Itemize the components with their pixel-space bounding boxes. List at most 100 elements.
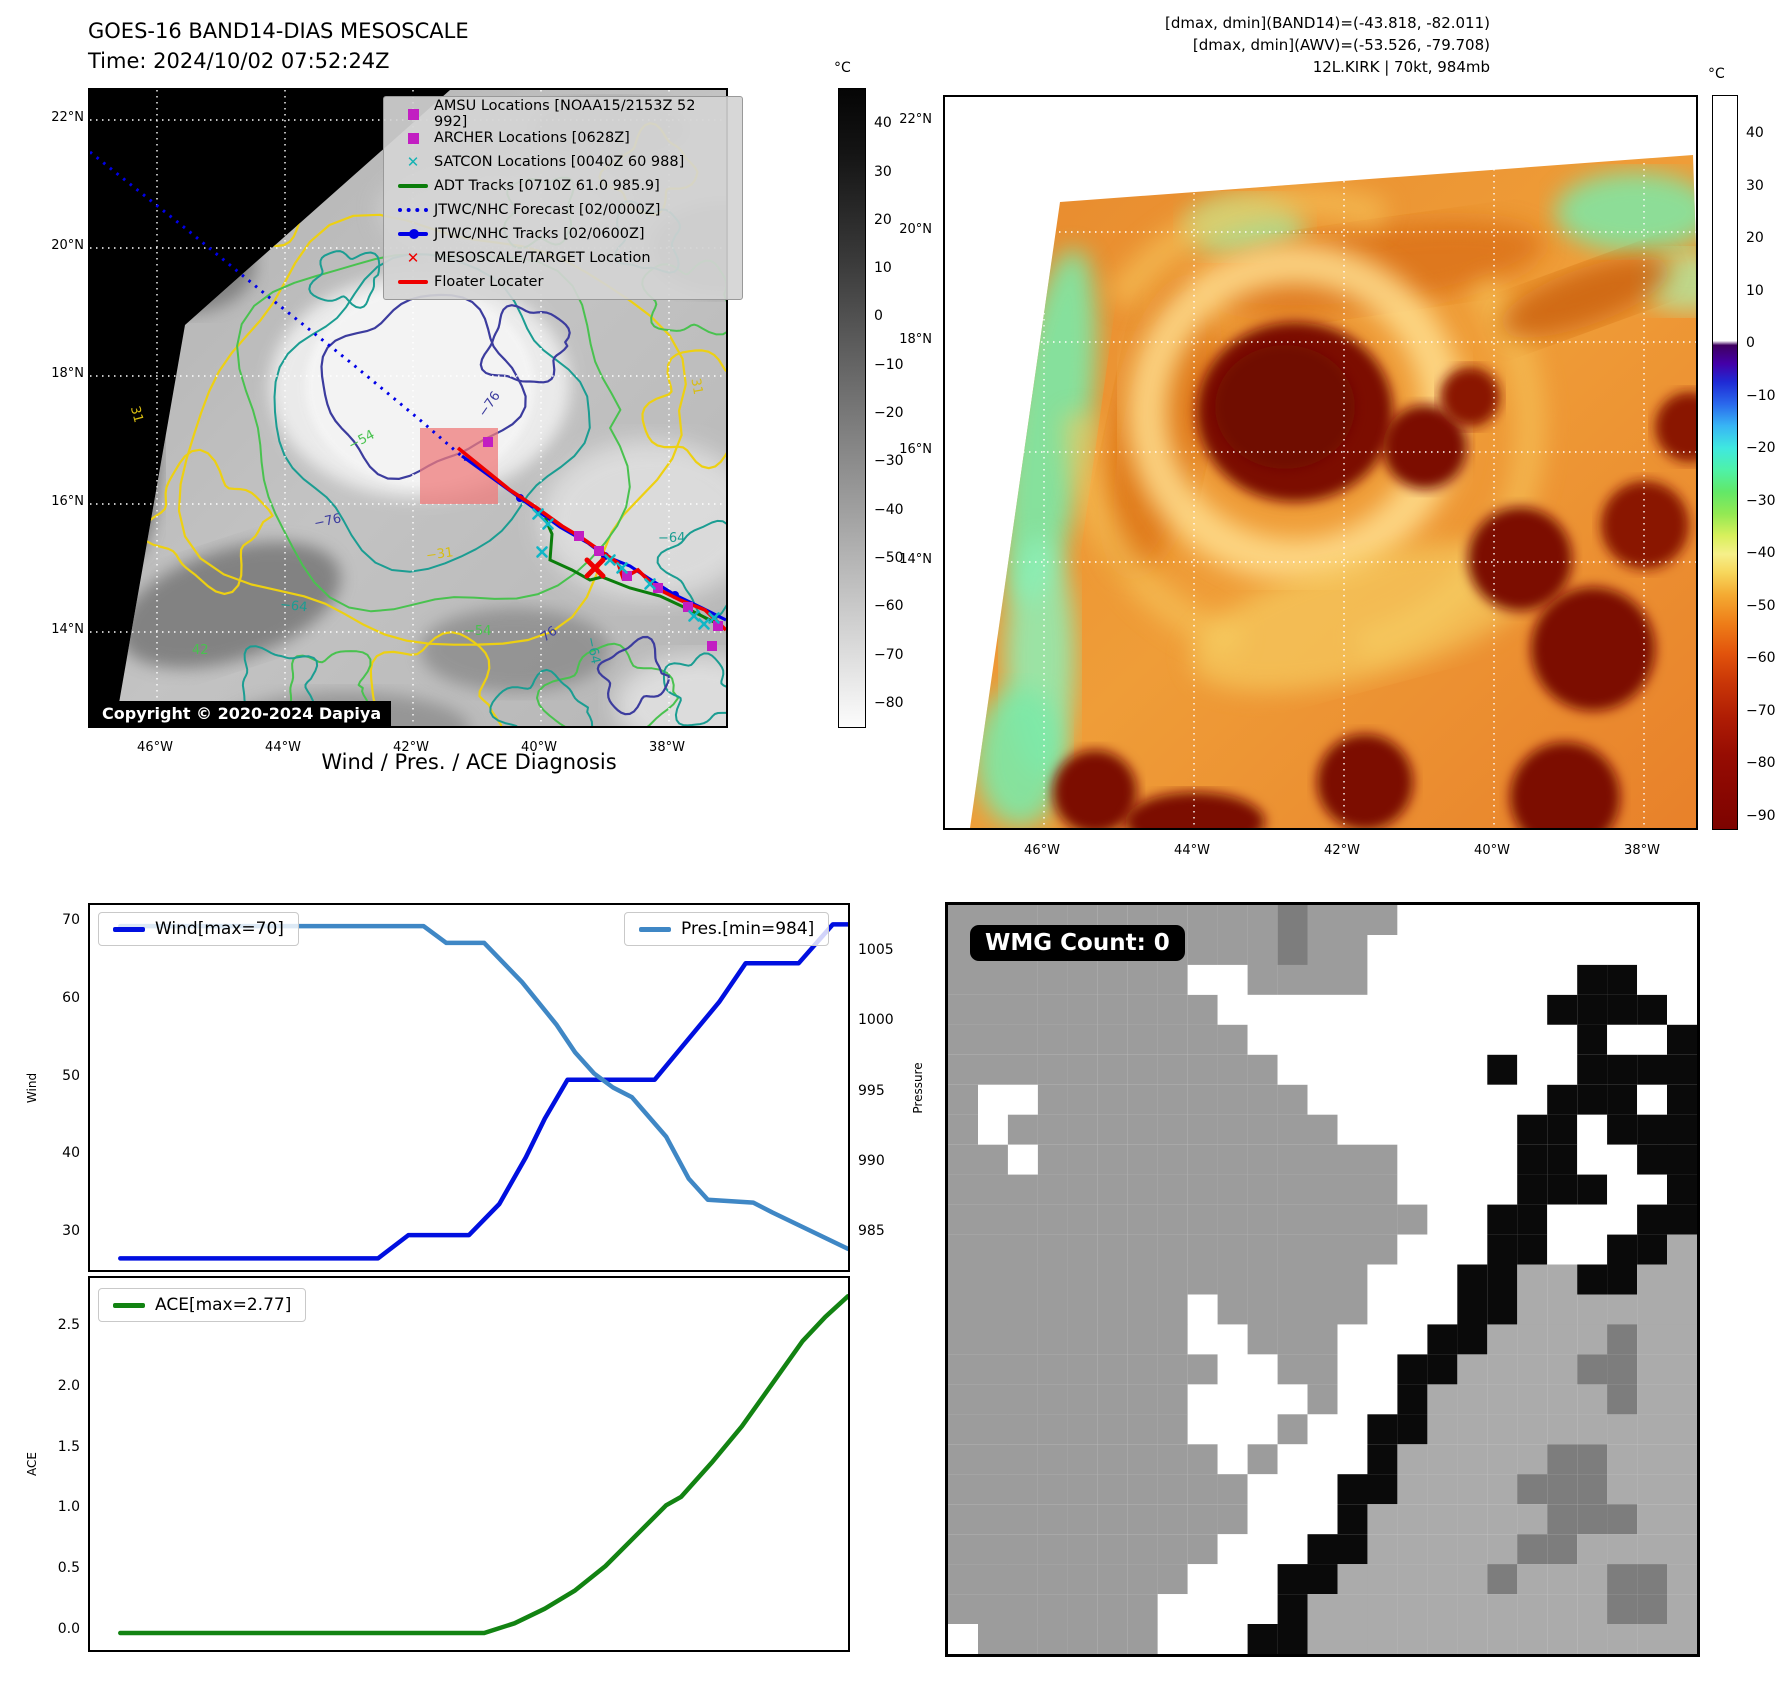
storm-summary: 12L.KIRK | 70kt, 984mb <box>1312 58 1490 76</box>
map-legend-item: ✕ MESOSCALE/TARGET Location <box>392 246 732 270</box>
colorbar-tick-label: −60 <box>1746 650 1776 667</box>
lon-tick: 44°W <box>1174 843 1210 858</box>
colorbar-tick-label: −50 <box>1746 597 1776 614</box>
wmg-grid-image <box>948 905 1697 1654</box>
lat-tick: 18°N <box>51 366 84 381</box>
chart-tick-label: 995 <box>858 1082 885 1099</box>
pressure-legend: Pres.[min=984] <box>624 912 830 946</box>
colorbar-tick-label: 0 <box>874 308 883 325</box>
chart-tick-label: 50 <box>62 1067 80 1084</box>
ace-axis-label: ACE <box>25 1452 39 1476</box>
line-dot-icon <box>392 229 434 239</box>
lon-tick: 46°W <box>137 740 173 755</box>
lon-tick: 38°W <box>1624 843 1660 858</box>
awv-map-panel <box>943 95 1698 830</box>
lon-tick: 42°W <box>393 740 429 755</box>
chart-tick-label: 60 <box>62 990 80 1007</box>
map-legend-label: ARCHER Locations [0628Z] <box>434 130 630 146</box>
wind-pressure-chart <box>88 903 850 1272</box>
map-legend-item: JTWC/NHC Forecast [02/0000Z] <box>392 198 732 222</box>
map-legend-item: Floater Locater <box>392 270 732 294</box>
colorbar-tick-label: 20 <box>874 211 892 228</box>
lat-tick: 14°N <box>51 622 84 637</box>
line-icon <box>392 184 434 188</box>
chart-tick-label: 990 <box>858 1152 885 1169</box>
lat-tick: 20°N <box>899 222 932 237</box>
colorbar-tick-label: 30 <box>1746 177 1764 194</box>
lon-tick: 42°W <box>1324 843 1360 858</box>
ace-plot <box>118 1293 848 1636</box>
wind-pressure-plot <box>118 922 848 1261</box>
band14-map-panel: −76 −76 −64 −64 −64 −54 −54 −31 31 31 42 76 AMSU Lo… <box>88 88 743 728</box>
dotted-line-icon <box>392 208 434 212</box>
map-legend-item: ARCHER Locations [0628Z] <box>392 126 732 150</box>
chart-tick-label: 1.5 <box>57 1438 80 1455</box>
colorbar-tick-label: −50 <box>874 549 904 566</box>
square-marker-icon <box>392 132 434 144</box>
colorbar-tick-label: 40 <box>1746 125 1764 142</box>
lat-tick: 18°N <box>899 332 932 347</box>
awv-map-image <box>945 97 1696 828</box>
map-legend-item: ✕ SATCON Locations [0040Z 60 988] <box>392 150 732 174</box>
header-left: GOES-16 BAND14-DIAS MESOSCALE Time: 2024… <box>88 16 469 76</box>
stat-awv: [dmax, dmin](AWV)=(-53.526, -79.708) <box>1192 36 1490 54</box>
mesoscale-target-x-icon <box>584 557 606 579</box>
ace-legend-swatch <box>113 1302 145 1308</box>
colorbar-tick-label: −20 <box>1746 440 1776 457</box>
chart-tick-label: 70 <box>62 912 80 929</box>
lon-tick: 40°W <box>521 740 557 755</box>
lat-tick: 16°N <box>899 442 932 457</box>
lon-tick: 46°W <box>1024 843 1060 858</box>
colorbar-tick-label: 20 <box>1746 230 1764 247</box>
lon-tick: 38°W <box>649 740 685 755</box>
page-title: GOES-16 BAND14-DIAS MESOSCALE <box>88 19 469 43</box>
chart-tick-label: 2.0 <box>57 1377 80 1394</box>
map-legend-label: JTWC/NHC Tracks [02/0600Z] <box>434 226 645 242</box>
header-right: [dmax, dmin](BAND14)=(-43.818, -82.011) … <box>1000 12 1490 78</box>
map-legend-label: AMSU Locations [NOAA15/2153Z 52 992] <box>434 98 696 130</box>
awv-colorbar <box>1712 95 1738 830</box>
square-marker-icon <box>392 108 434 120</box>
x-marker-icon: ✕ <box>406 248 420 267</box>
colorbar-tick-label: 40 <box>874 115 892 132</box>
lat-tick: 14°N <box>899 552 932 567</box>
pressure-legend-swatch <box>639 926 671 932</box>
line-icon <box>392 280 434 284</box>
lat-tick: 22°N <box>51 110 84 125</box>
amsu-archer-markers <box>483 437 723 651</box>
colorbar-tick-label: −90 <box>1746 807 1776 824</box>
x-marker-icon: ✕ <box>406 152 420 171</box>
map-legend: AMSU Locations [NOAA15/2153Z 52 992] ARCH… <box>383 96 743 300</box>
wmg-panel: WMG Count: 0 <box>945 902 1700 1657</box>
series-line <box>118 923 848 1252</box>
wind-legend: Wind[max=70] <box>98 912 299 946</box>
series-line <box>118 922 848 1261</box>
map-legend-item: AMSU Locations [NOAA15/2153Z 52 992] <box>392 98 732 130</box>
adt-track <box>543 517 723 628</box>
colorbar-tick-label: −20 <box>874 405 904 422</box>
lon-tick: 40°W <box>1474 843 1510 858</box>
lat-tick: 20°N <box>51 238 84 253</box>
map-legend-label: MESOSCALE/TARGET Location <box>434 250 651 266</box>
chart-tick-label: 40 <box>62 1145 80 1162</box>
colorbar-tick-label: 0 <box>1746 335 1755 352</box>
chart-tick-label: 0.5 <box>57 1560 80 1577</box>
colorbar-tick-label: −40 <box>1746 545 1776 562</box>
map-legend-label: SATCON Locations [0040Z 60 988] <box>434 154 685 170</box>
colorbar-tick-label: −60 <box>874 598 904 615</box>
colorbar-tick-label: −10 <box>1746 387 1776 404</box>
wind-legend-label: Wind[max=70] <box>155 919 284 939</box>
chart-tick-label: 0.0 <box>57 1620 80 1637</box>
colorbar-tick-label: −10 <box>874 356 904 373</box>
ace-legend: ACE[max=2.77] <box>98 1288 307 1322</box>
wmg-count-badge: WMG Count: 0 <box>970 925 1185 961</box>
satcon-markers <box>532 508 720 630</box>
chart-tick-label: 985 <box>858 1222 885 1239</box>
lat-tick: 22°N <box>899 112 932 127</box>
chart-tick-label: 1000 <box>858 1012 894 1029</box>
lat-tick: 16°N <box>51 494 84 509</box>
colorbar-tick-label: −40 <box>874 501 904 518</box>
colorbar-tick-label: −70 <box>874 646 904 663</box>
pressure-axis-label: Pressure <box>911 1062 925 1114</box>
colorbar-tick-label: −70 <box>1746 702 1776 719</box>
